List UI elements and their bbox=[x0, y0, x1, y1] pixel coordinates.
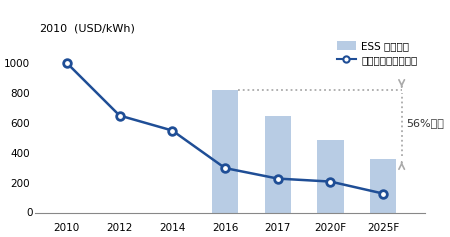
Bar bbox=[370, 159, 396, 213]
Bar bbox=[317, 140, 344, 213]
Text: 56%하락: 56%하락 bbox=[406, 118, 444, 128]
Text: (USD/kWh): (USD/kWh) bbox=[74, 23, 135, 33]
Text: 2010: 2010 bbox=[39, 23, 67, 33]
Bar bbox=[265, 115, 291, 213]
Text: 0: 0 bbox=[26, 208, 32, 218]
Legend: ESS 설치비용, 리튜이온배터리가격: ESS 설치비용, 리튜이온배터리가격 bbox=[333, 37, 422, 69]
Bar bbox=[212, 90, 238, 213]
